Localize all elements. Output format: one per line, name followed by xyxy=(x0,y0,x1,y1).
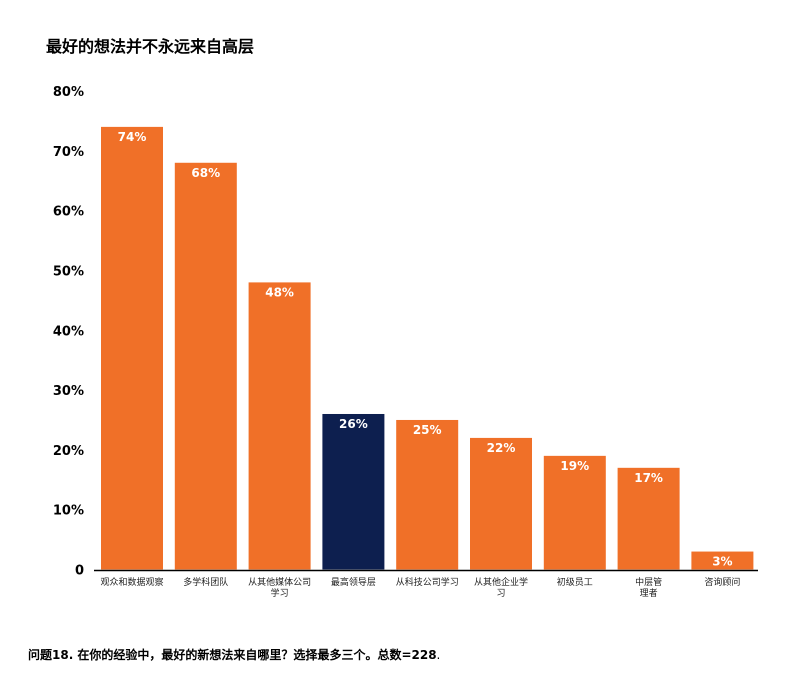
y-tick-label: 40% xyxy=(53,324,84,339)
y-tick-label: 60% xyxy=(53,205,84,220)
bar-chart: 0 10% 20% 30% 40% 50% 60% 70% 80% 74% 观众和数据观察 68% 多学… xyxy=(53,85,758,599)
y-tick-label: 80% xyxy=(53,85,84,100)
x-tick-label: 从其他媒体公司 xyxy=(248,576,311,588)
footnote-text: 问题18. 在你的经验中，最好的新想法来自哪里？选择最多三个。总数=228 xyxy=(28,648,437,662)
bar-value-label: 26% xyxy=(339,417,368,431)
y-tick-label: 50% xyxy=(53,264,84,279)
x-tick-label: 最高领导层 xyxy=(331,576,376,588)
bar xyxy=(101,126,163,570)
y-tick-label: 20% xyxy=(53,444,84,459)
bar xyxy=(322,413,385,570)
bar-value-label: 17% xyxy=(634,471,663,485)
bar xyxy=(174,162,237,570)
footnote-end: . xyxy=(436,648,441,662)
bar-value-label: 19% xyxy=(560,459,589,473)
x-tick-label: 学习 xyxy=(271,587,289,599)
bar-value-label: 25% xyxy=(413,423,442,437)
x-tick-label: 理者 xyxy=(640,588,658,599)
bar xyxy=(248,282,311,570)
bar xyxy=(543,455,606,570)
bar xyxy=(691,551,754,570)
bar-value-label: 48% xyxy=(265,285,294,299)
bar xyxy=(470,437,532,570)
x-tick-label: 观众和数据观察 xyxy=(100,576,163,588)
x-tick-label: 从科技公司学习 xyxy=(396,576,459,588)
bar-value-label: 74% xyxy=(118,130,147,144)
bar-value-label: 22% xyxy=(487,441,516,455)
bar-value-label: 3% xyxy=(712,555,732,569)
chart-title: 最好的想法并不永远来自高层 xyxy=(46,37,255,56)
y-tick-label: 0 xyxy=(75,564,84,579)
x-tick-label: 初级员工 xyxy=(557,576,593,588)
y-tick-label: 10% xyxy=(53,504,84,519)
x-tick-label: 从其他企业学 xyxy=(474,576,528,588)
x-tick-label: 多学科团队 xyxy=(183,576,228,588)
bar xyxy=(396,419,459,570)
x-tick-label: 习 xyxy=(496,588,505,599)
footnote: 问题18. 在你的经验中，最好的新想法来自哪里？选择最多三个。总数=228. xyxy=(28,646,440,663)
y-tick-label: 70% xyxy=(53,145,84,160)
x-tick-label: 咨询顾问 xyxy=(704,576,740,588)
bar xyxy=(617,467,680,570)
y-tick-label: 30% xyxy=(53,384,84,399)
bar-value-label: 68% xyxy=(191,166,220,180)
x-tick-label: 中层管 xyxy=(635,576,662,588)
